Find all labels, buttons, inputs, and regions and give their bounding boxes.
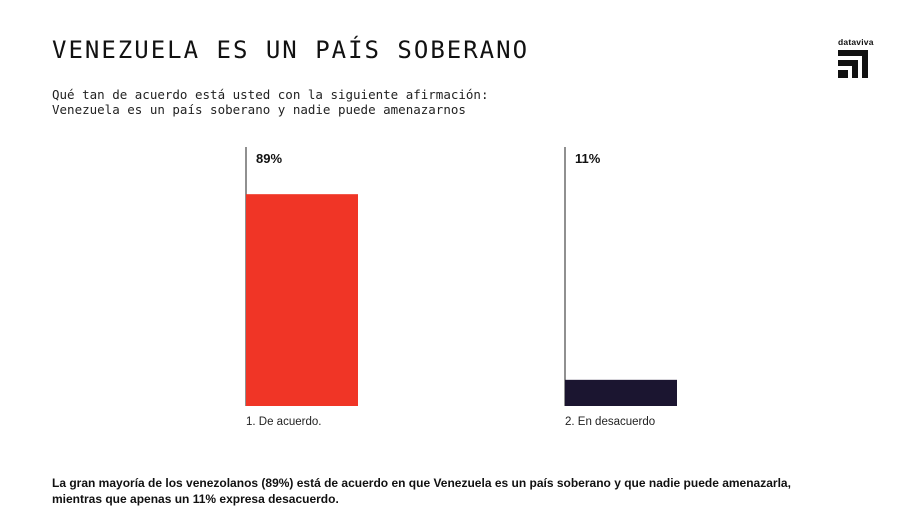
page-title: VENEZUELA ES UN PAÍS SOBERANO (52, 36, 530, 64)
footnote-line: La gran mayoría de los venezolanos (89%)… (52, 476, 791, 490)
brand: dataviva (838, 37, 878, 78)
bar-2 (565, 379, 677, 406)
bar-chart: 89% 1. De acuerdo. 11% 2. En desacuerdo (245, 147, 677, 428)
footnote: La gran mayoría de los venezolanos (89%)… (52, 475, 872, 507)
value-label: 89% (256, 151, 282, 166)
footnote-line: mientras que apenas un 11% expresa desac… (52, 492, 339, 506)
bar-1 (246, 194, 358, 406)
value-label: 11% (575, 151, 601, 166)
brand-name: dataviva (838, 37, 874, 47)
subtitle-line: Venezuela es un país soberano y nadie pu… (52, 102, 466, 117)
page-subtitle: Qué tan de acuerdo está usted con la sig… (52, 87, 489, 117)
category-label: 1. De acuerdo. (246, 416, 321, 428)
dataviva-logo-icon (838, 50, 868, 78)
category-label: 2. En desacuerdo (565, 416, 655, 428)
subtitle-line: Qué tan de acuerdo está usted con la sig… (52, 87, 489, 102)
